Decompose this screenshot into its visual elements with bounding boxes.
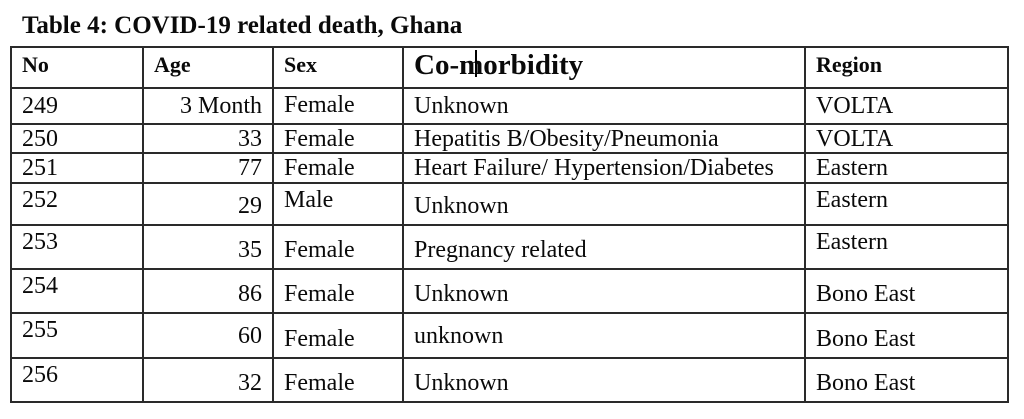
column-header-no: No	[10, 46, 144, 89]
cell-no: 250	[10, 123, 144, 154]
cell-comorbidity: Heart Failure/ Hypertension/Diabetes	[402, 152, 806, 184]
cell-no: 255	[10, 312, 144, 359]
column-header-comorbidity: Co-morbidity	[402, 46, 806, 89]
covid-deaths-table: No Age Sex Co-morbidity Region 249 3 Mon…	[10, 46, 1009, 403]
table-row: 255 60 Female unknown Bono East	[10, 312, 1009, 359]
cell-age: 29	[142, 182, 274, 226]
cell-no: 249	[10, 87, 144, 125]
cell-comorbidity: Unknown	[402, 87, 806, 125]
table-row: 254 86 Female Unknown Bono East	[10, 268, 1009, 314]
cell-comorbidity: Unknown	[402, 182, 806, 226]
cell-region: Eastern	[804, 152, 1009, 184]
cell-sex: Female	[272, 123, 404, 154]
table-row: 249 3 Month Female Unknown VOLTA	[10, 87, 1009, 125]
cell-sex: Female	[272, 87, 404, 125]
cell-sex: Female	[272, 224, 404, 270]
cell-comorbidity: unknown	[402, 312, 806, 359]
cell-no: 252	[10, 182, 144, 226]
cell-no: 251	[10, 152, 144, 184]
cell-no: 253	[10, 224, 144, 270]
cell-region: VOLTA	[804, 123, 1009, 154]
cell-sex: Female	[272, 312, 404, 359]
cell-no: 256	[10, 357, 144, 403]
cell-region: VOLTA	[804, 87, 1009, 125]
cell-sex: Female	[272, 152, 404, 184]
cell-comorbidity: Unknown	[402, 357, 806, 403]
table-caption: Table 4: COVID-19 related death, Ghana	[22, 12, 463, 39]
cell-region: Eastern	[804, 182, 1009, 226]
table-row: 256 32 Female Unknown Bono East	[10, 357, 1009, 403]
header-row: No Age Sex Co-morbidity Region	[10, 46, 1009, 89]
column-header-region: Region	[804, 46, 1009, 89]
table-row: 253 35 Female Pregnancy related Eastern	[10, 224, 1009, 270]
cell-age: 86	[142, 268, 274, 314]
table-row: 250 33 Female Hepatitis B/Obesity/Pneumo…	[10, 123, 1009, 154]
cell-age: 3 Month	[142, 87, 274, 125]
cell-age: 60	[142, 312, 274, 359]
cell-region: Bono East	[804, 268, 1009, 314]
column-header-comorbidity-label: Co-morbidity	[414, 49, 584, 81]
text-cursor-caret	[475, 50, 477, 77]
cell-region: Bono East	[804, 312, 1009, 359]
table-row: 252 29 Male Unknown Eastern	[10, 182, 1009, 226]
cell-comorbidity: Pregnancy related	[402, 224, 806, 270]
cell-age: 32	[142, 357, 274, 403]
cell-region: Bono East	[804, 357, 1009, 403]
cell-sex: Female	[272, 357, 404, 403]
cell-age: 35	[142, 224, 274, 270]
cell-sex: Male	[272, 182, 404, 226]
cell-sex: Female	[272, 268, 404, 314]
cell-no: 254	[10, 268, 144, 314]
cell-comorbidity: Hepatitis B/Obesity/Pneumonia	[402, 123, 806, 154]
cell-region: Eastern	[804, 224, 1009, 270]
table-row: 251 77 Female Heart Failure/ Hypertensio…	[10, 152, 1009, 184]
cell-comorbidity: Unknown	[402, 268, 806, 314]
column-header-age: Age	[142, 46, 274, 89]
cell-age: 77	[142, 152, 274, 184]
cell-age: 33	[142, 123, 274, 154]
column-header-sex: Sex	[272, 46, 404, 89]
